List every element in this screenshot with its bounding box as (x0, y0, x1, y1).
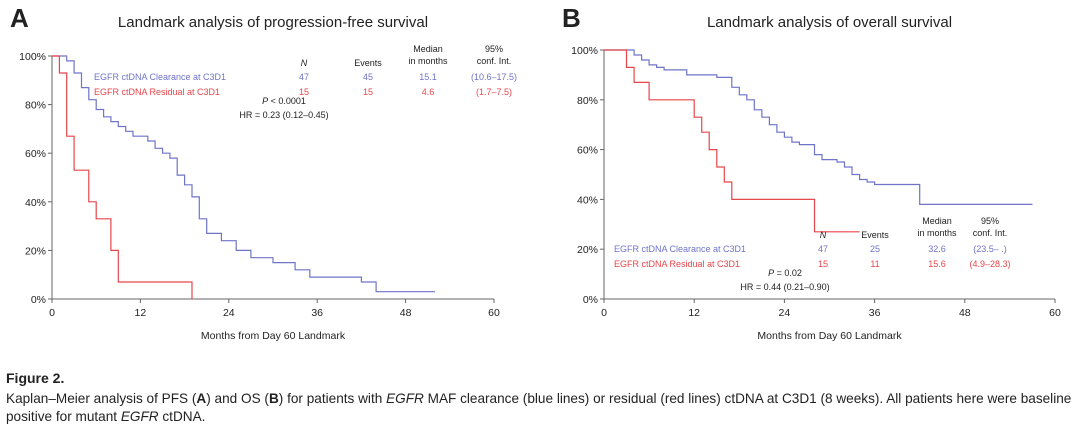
y-tick-label: 40% (577, 194, 598, 206)
table-header-n: N (820, 230, 827, 240)
x-tick-label: 24 (779, 307, 791, 319)
y-tick-label: 40% (25, 197, 46, 209)
panel-letter: A (10, 3, 29, 33)
x-tick-label: 0 (601, 307, 607, 319)
x-tick-label: 36 (311, 307, 323, 319)
y-tick-label: 0% (31, 294, 46, 306)
table-header-median: Median in months (917, 216, 957, 238)
y-tick-label: 100% (571, 45, 598, 57)
x-tick-label: 36 (869, 307, 881, 319)
table-cell-ci: (23.5– .) (973, 244, 1007, 254)
table-header-n: N (301, 58, 308, 68)
km-panel-b: B Landmark analysis of overall survival 0%… (562, 3, 1061, 342)
caption-text: ctDNA. (158, 409, 206, 424)
table-row-label: EGFR ctDNA Clearance at C3D1 (94, 72, 226, 82)
y-tick-label: 80% (577, 95, 598, 107)
table-cell-events: 45 (363, 72, 373, 82)
x-tick-label: 24 (223, 307, 235, 319)
x-axis-label: Months from Day 60 Landmark (757, 330, 902, 342)
table-cell-n: 15 (818, 259, 828, 269)
chart-title: Landmark analysis of overall survival (707, 14, 952, 31)
caption-body: Kaplan–Meier analysis of PFS (A) and OS … (6, 390, 1074, 426)
table-cell-n: 15 (299, 87, 309, 97)
table-cell-ci: (10.6–17.5) (471, 72, 517, 82)
residual-survival-curve (604, 49, 860, 233)
caption-gene-name: EGFR (120, 409, 159, 424)
figure-caption: Figure 2. Kaplan–Meier analysis of PFS (… (6, 370, 1074, 426)
table-header-events: Events (861, 230, 889, 240)
table-cell-events: 15 (363, 87, 373, 97)
clearance-survival-curve (52, 55, 436, 293)
x-axis-label: Months from Day 60 Landmark (201, 330, 346, 342)
y-tick-label: 60% (577, 145, 598, 157)
table-cell-events: 11 (870, 259, 879, 269)
table-header-ci: 95% conf. Int. (477, 44, 512, 66)
y-tick-label: 0% (583, 294, 598, 306)
p-value: P = 0.02 (768, 268, 802, 278)
panel-letter: B (562, 3, 581, 33)
figure-2: A Landmark analysis of progression-free s… (10, 3, 1061, 342)
residual-survival-curve (52, 55, 193, 299)
summary-table: N Events Median in months 95% conf. Int. EGFR … (614, 216, 1011, 269)
table-row-label: EGFR ctDNA Residual at C3D1 (94, 87, 220, 97)
table-header-ci: 95% conf. Int. (973, 216, 1008, 238)
y-tick-label: 20% (25, 245, 46, 257)
caption-title: Figure 2. (6, 370, 65, 386)
table-header-events: Events (354, 58, 382, 68)
y-tick-label: 20% (577, 244, 598, 256)
x-tick-label: 60 (488, 307, 500, 319)
table-cell-median: 32.6 (928, 244, 946, 254)
y-tick-label: 60% (25, 148, 46, 160)
caption-text: ) for patients with (278, 391, 387, 406)
table-row-label: EGFR ctDNA Clearance at C3D1 (614, 244, 746, 254)
x-tick-label: 48 (959, 307, 971, 319)
y-tick-label: 100% (19, 51, 46, 63)
caption-text: ) and OS ( (206, 391, 269, 406)
km-panel-a: A Landmark analysis of progression-free s… (10, 3, 517, 342)
table-cell-n: 47 (818, 244, 828, 254)
x-tick-label: 60 (1049, 307, 1061, 319)
table-row-label: EGFR ctDNA Residual at C3D1 (614, 259, 740, 269)
table-cell-ci: (4.9–28.3) (969, 259, 1010, 269)
table-cell-n: 47 (299, 72, 309, 82)
table-cell-events: 25 (870, 244, 880, 254)
hazard-ratio: HR = 0.44 (0.21–0.90) (740, 282, 829, 292)
chart-title: Landmark analysis of progression-free su… (118, 14, 428, 31)
y-tick-label: 80% (25, 100, 46, 112)
summary-table: N Events Median in months 95% conf. Int. EGFR … (94, 44, 517, 97)
caption-text: Kaplan–Meier analysis of PFS ( (6, 391, 197, 406)
table-cell-median: 15.6 (928, 259, 946, 269)
table-cell-ci: (1.7–7.5) (476, 87, 512, 97)
x-tick-label: 0 (49, 307, 55, 319)
x-tick-label: 12 (688, 307, 700, 319)
p-value: P < 0.0001 (262, 96, 306, 106)
table-header-median: Median in months (408, 44, 448, 66)
caption-panel-ref: A (196, 391, 207, 406)
table-cell-median: 4.6 (422, 87, 435, 97)
hazard-ratio: HR = 0.23 (0.12–0.45) (239, 110, 328, 120)
x-tick-label: 48 (400, 307, 412, 319)
x-tick-label: 12 (135, 307, 147, 319)
clearance-survival-curve (604, 49, 1033, 205)
table-cell-median: 15.1 (419, 72, 437, 82)
caption-text: MAF clearance (blue lines) or residual (… (6, 391, 1072, 424)
caption-panel-ref: B (268, 391, 279, 406)
caption-gene-name: EGFR (386, 391, 424, 406)
